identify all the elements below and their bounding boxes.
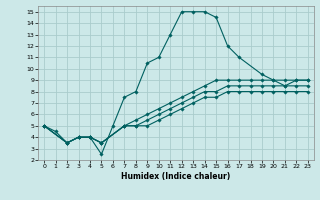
X-axis label: Humidex (Indice chaleur): Humidex (Indice chaleur) [121,172,231,181]
